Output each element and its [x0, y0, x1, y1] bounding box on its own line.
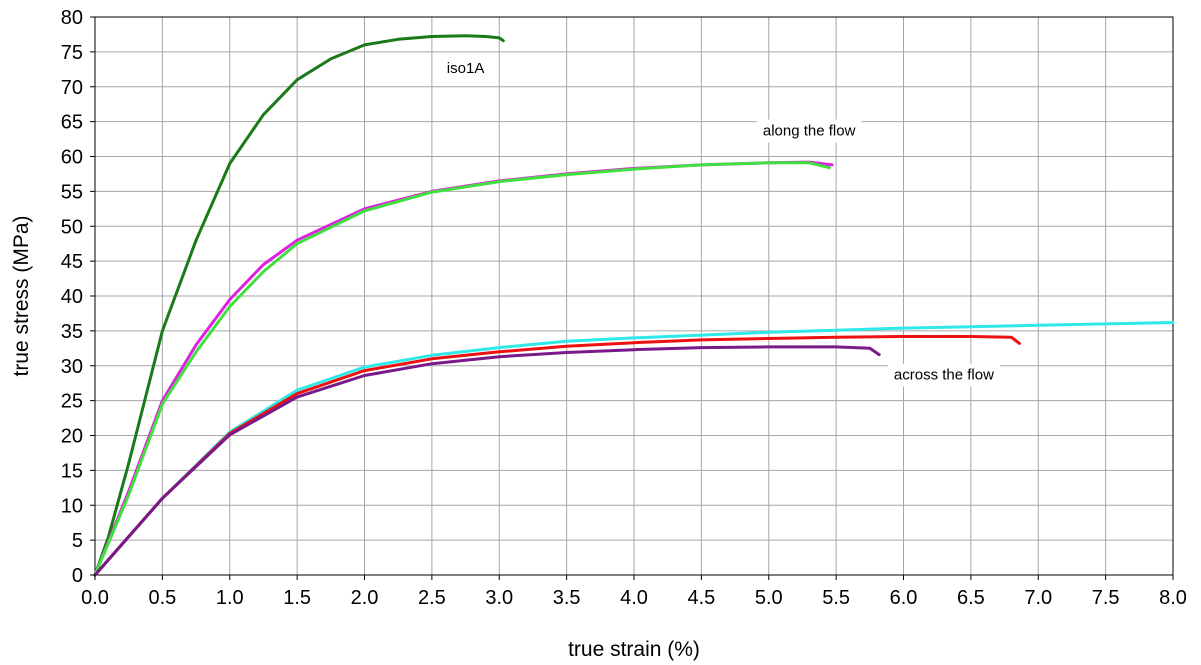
annotation-background [440, 56, 491, 80]
y-tick-label: 75 [61, 42, 83, 64]
x-tick-label: 1.5 [283, 587, 311, 609]
x-tick-label: 2.5 [418, 587, 446, 609]
y-tick-label: 70 [61, 77, 83, 99]
x-tick-label: 4.0 [620, 587, 648, 609]
series-line-1 [93, 34, 505, 577]
annotation-label: iso1A [447, 60, 485, 77]
x-tick-label: 2.0 [351, 587, 379, 609]
y-tick-label: 5 [72, 530, 83, 552]
x-tick-label: 3.5 [553, 587, 581, 609]
series-line-5 [93, 335, 1021, 577]
annotation-label: across the flow [894, 367, 994, 384]
series-line-2 [93, 160, 834, 577]
annotation-background [887, 363, 1001, 387]
y-tick-label: 45 [61, 251, 83, 273]
y-tick-label: 50 [61, 216, 83, 238]
grid-layer [94, 16, 1174, 576]
x-tick-label: 6.5 [957, 587, 985, 609]
x-tick-label: 5.0 [755, 587, 783, 609]
y-tick-label: 10 [61, 495, 83, 517]
x-tick-label: 4.5 [687, 587, 715, 609]
y-tick-label: 20 [61, 426, 83, 448]
x-tick-label: 3.0 [485, 587, 513, 609]
x-tick-label: 7.5 [1092, 587, 1120, 609]
annotation-layer: iso1A along the flow across the flow [440, 56, 1001, 387]
x-tick-label: 0.5 [148, 587, 176, 609]
x-axis-title: true strain (%) [568, 638, 700, 661]
y-tick-label: 80 [61, 7, 83, 29]
x-tick-label: 5.5 [822, 587, 850, 609]
y-tick-label: 55 [61, 181, 83, 203]
y-tick-label: 15 [61, 460, 83, 482]
x-tick-label: 0.0 [81, 587, 109, 609]
y-tick-label: 60 [61, 147, 83, 169]
series-line-6 [93, 345, 881, 577]
y-tick-label: 40 [61, 286, 83, 308]
x-tick-label: 1.0 [216, 587, 244, 609]
y-axis-title: true stress (MPa) [10, 215, 33, 376]
y-tick-label: 25 [61, 391, 83, 413]
annotation-background [756, 119, 862, 143]
x-tick-label: 8.0 [1159, 587, 1187, 609]
y-tick-label: 0 [72, 565, 83, 587]
y-tick-label: 65 [61, 112, 83, 134]
annotation-label: along the flow [763, 123, 856, 140]
series-layer [93, 34, 1175, 577]
y-tick-label: 30 [61, 356, 83, 378]
tick-label-layer: 0.0 0.5 1.0 1.5 2.0 2.5 3.0 3.5 4.0 4.5 5.0 5.5 6.0 6… [61, 7, 1187, 609]
series-line-4 [93, 321, 1175, 577]
series-line-3 [93, 161, 831, 577]
y-tick-label: 35 [61, 321, 83, 343]
x-tick-label: 6.0 [890, 587, 918, 609]
x-tick-label: 7.0 [1024, 587, 1052, 609]
